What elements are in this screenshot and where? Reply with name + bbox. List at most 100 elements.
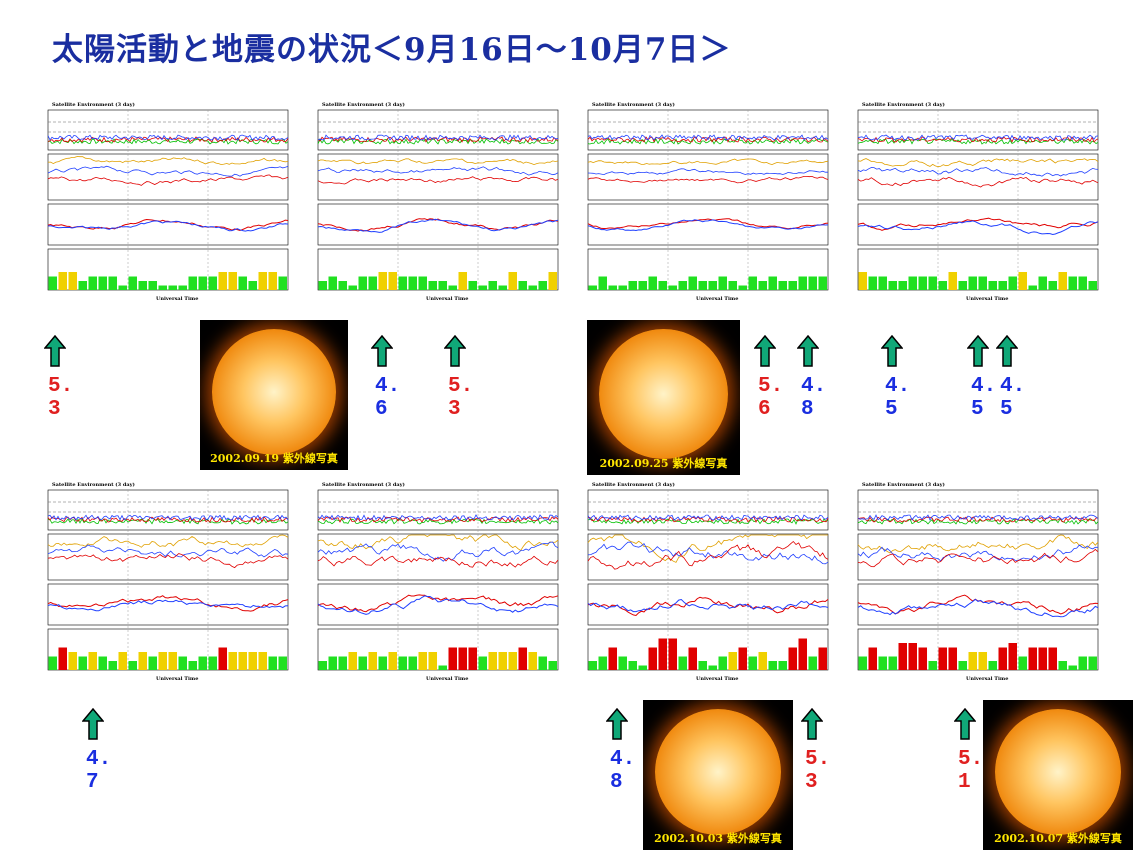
x-axis-label: Universal Time — [426, 676, 468, 682]
kp-bar — [248, 652, 257, 670]
panel-title: Satellite Environment (3 day) — [862, 101, 945, 108]
kp-bar — [1028, 647, 1037, 670]
kp-bar — [58, 272, 67, 290]
kp-bar — [338, 281, 347, 290]
kp-bar — [498, 285, 507, 290]
subplot-frame — [47, 153, 289, 201]
kp-bar — [468, 281, 477, 290]
panel-title: Satellite Environment (3 day) — [322, 101, 405, 108]
kp-bar — [318, 281, 327, 290]
electron-flux — [47, 534, 289, 548]
kp-bar — [668, 285, 677, 290]
kp-bar — [78, 656, 87, 670]
kp-bar — [868, 647, 877, 670]
electron-flux — [47, 165, 289, 177]
kp-bar — [148, 281, 157, 290]
arrow-icon — [605, 707, 629, 740]
kp-bar — [818, 276, 827, 290]
kp-bar — [388, 652, 397, 670]
subplot-frame — [587, 248, 829, 291]
kp-bar — [1008, 643, 1017, 670]
kp-bar — [258, 652, 267, 670]
kp-bar — [898, 281, 907, 290]
kp-bar — [278, 276, 287, 290]
electron-flux — [317, 541, 559, 562]
kp-bar — [458, 647, 467, 670]
proton-flux — [587, 134, 829, 141]
arrow-icon — [796, 334, 820, 367]
arrow — [953, 707, 977, 740]
kp-bar — [618, 285, 627, 290]
kp-bar — [68, 652, 77, 670]
subplot-frame — [47, 533, 289, 581]
kp-bar — [678, 656, 687, 670]
kp-bar — [908, 643, 917, 670]
kp-bar — [48, 656, 57, 670]
kp-bar — [1068, 665, 1077, 670]
kp-bar — [718, 276, 727, 290]
kp-bar — [58, 647, 67, 670]
kp-bar — [1038, 276, 1047, 290]
kp-bar — [88, 276, 97, 290]
kp-bar — [958, 661, 967, 670]
kp-bar — [538, 656, 547, 670]
kp-bar — [108, 661, 117, 670]
magnitude: 4.6 — [375, 375, 401, 421]
proton-flux — [317, 516, 559, 523]
kp-bar — [598, 276, 607, 290]
kp-bar — [498, 652, 507, 670]
kp-bar — [658, 638, 667, 670]
magnitude: 5.3 — [48, 375, 74, 421]
arrow — [605, 707, 629, 740]
electron-flux — [587, 534, 828, 563]
kp-bar — [438, 281, 447, 290]
caption: 2002.10.07 紫外線写真 — [994, 832, 1122, 845]
subplot-frame — [317, 628, 559, 671]
electron-flux — [317, 158, 559, 166]
proton-flux — [317, 138, 559, 145]
arrow-icon — [443, 334, 467, 367]
electron-flux — [47, 174, 289, 186]
kp-bar — [668, 638, 677, 670]
subplot-frame — [857, 489, 1099, 531]
kp-bar — [408, 276, 417, 290]
kp-bar — [358, 276, 367, 290]
kp-bar — [378, 656, 387, 670]
kp-bar — [428, 652, 437, 670]
kp-bar — [448, 285, 457, 290]
kp-bar — [748, 276, 757, 290]
magnitude: 4.5 — [1000, 375, 1026, 421]
kp-bar — [88, 652, 97, 670]
kp-bar — [278, 656, 287, 670]
kp-bar — [528, 285, 537, 290]
arrow-icon — [995, 334, 1019, 367]
hp-line — [47, 595, 289, 612]
kp-bar — [758, 281, 767, 290]
kp-bar — [228, 652, 237, 670]
kp-bar — [538, 281, 547, 290]
kp-bar — [1048, 647, 1057, 670]
kp-bar — [1088, 656, 1097, 670]
proton-flux — [857, 134, 1099, 141]
kp-bar — [138, 281, 147, 290]
kp-bar — [398, 276, 407, 290]
kp-bar — [208, 656, 217, 670]
kp-bar — [1018, 272, 1027, 290]
sun-image: 2002.09.25 紫外線写真 — [587, 320, 740, 475]
kp-bar — [858, 656, 867, 670]
kp-bar — [418, 276, 427, 290]
kp-bar — [918, 276, 927, 290]
kp-bar — [608, 647, 617, 670]
kp-bar — [768, 276, 777, 290]
arrow-icon — [800, 707, 824, 740]
subplot-frame — [587, 109, 829, 151]
subplot-frame — [587, 533, 829, 581]
electron-flux — [587, 168, 828, 176]
kp-bar — [778, 661, 787, 670]
sun-image: 2002.10.07 紫外線写真 — [983, 700, 1133, 850]
proton-flux — [317, 514, 559, 521]
kp-bar — [438, 665, 447, 670]
x-axis-label: Universal Time — [426, 296, 468, 302]
kp-bar — [818, 647, 827, 670]
